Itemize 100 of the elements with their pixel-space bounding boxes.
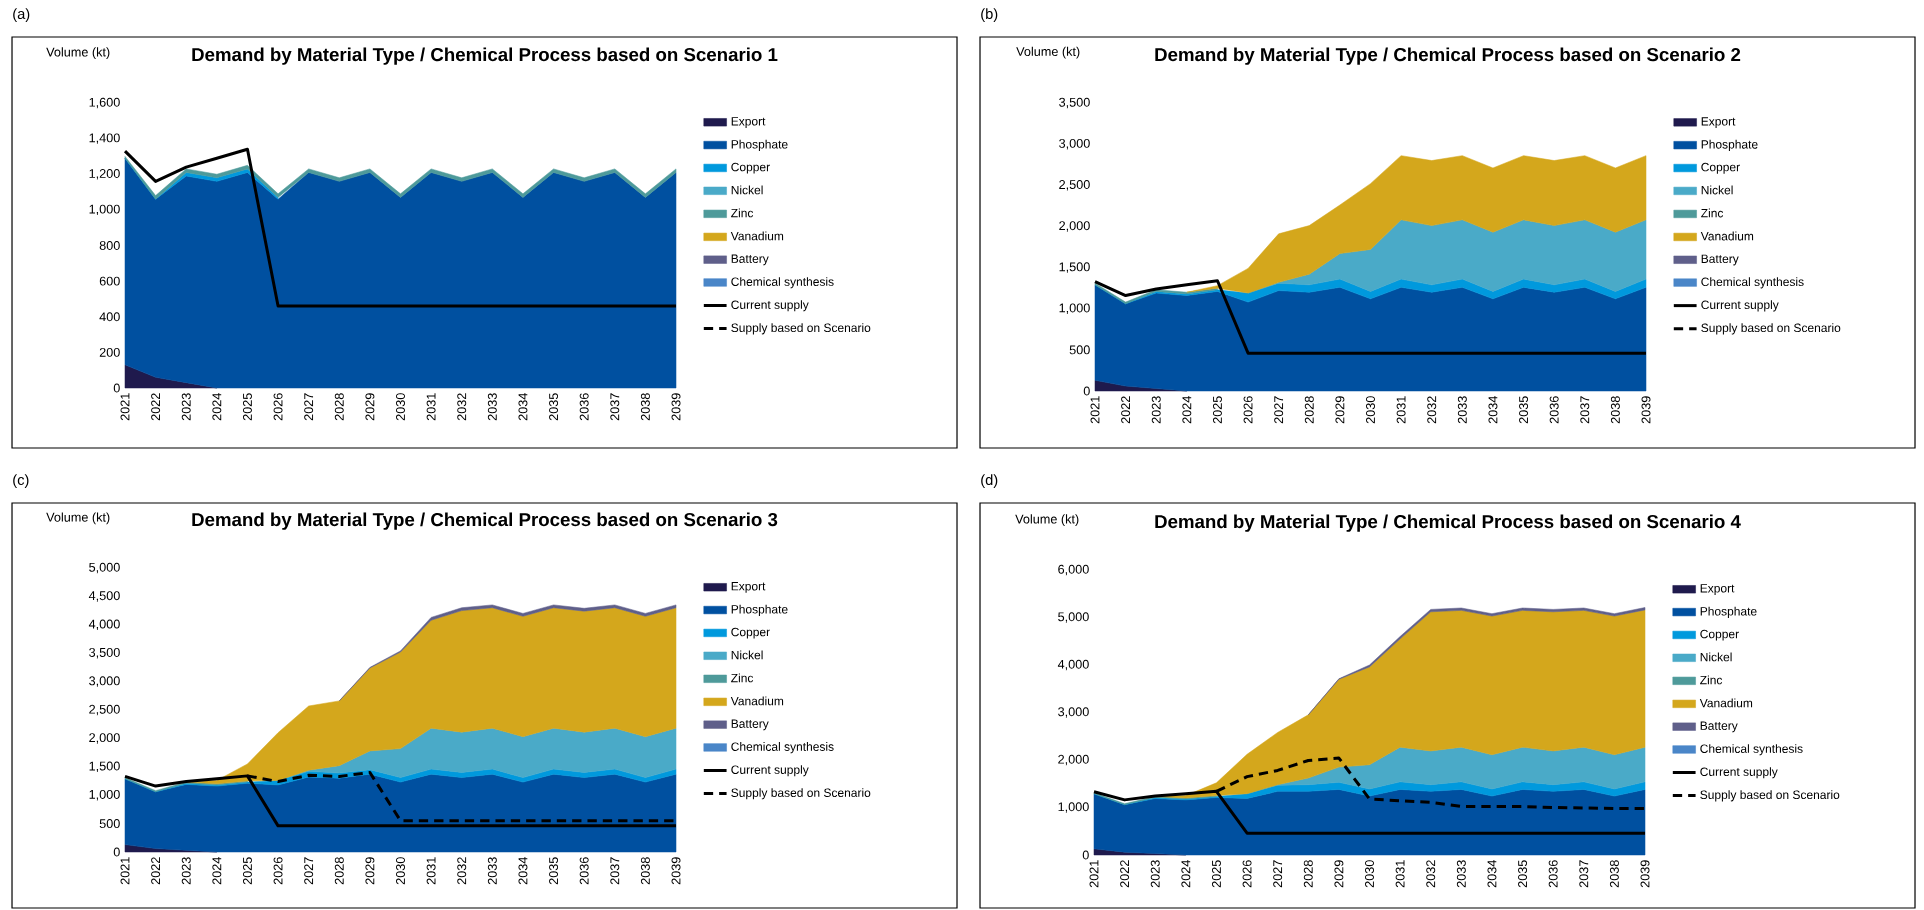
x-tick-label: 2022 [1121, 396, 1131, 424]
x-tick-label: 2037 [1580, 396, 1590, 424]
legend-label: Supply based on Scenario [1701, 323, 1841, 335]
x-tick-label: 2025 [1211, 860, 1221, 888]
chart-title: Demand by Material Type / Chemical Process based on Scenario 3 [192, 512, 778, 530]
legend-label: Zinc [1700, 675, 1723, 685]
x-tick-label: 2030 [1366, 396, 1375, 424]
legend-label: Battery [1700, 721, 1738, 733]
legend-label: Zinc [731, 208, 754, 218]
x-tick-label: 2029 [1335, 396, 1345, 424]
legend-label: Copper [731, 627, 770, 639]
x-tick-label: 2033 [487, 857, 497, 885]
y-tick-label: 2,500 [1059, 180, 1090, 191]
y-axis-title: Volume (kt) [1016, 46, 1080, 59]
y-tick-label: 200 [99, 347, 120, 357]
x-tick-label: 2022 [151, 857, 161, 885]
chart-title: Demand by Material Type / Chemical Process based on Scenario 4 [1155, 514, 1741, 532]
x-tick-label: 2039 [671, 857, 681, 885]
legend-label: Vanadium [1699, 698, 1753, 708]
x-tick-label: 2025 [242, 857, 252, 885]
x-tick-label: 2029 [365, 857, 375, 885]
legend-label: Copper [1701, 162, 1740, 174]
x-tick-label: 2024 [212, 857, 222, 885]
y-tick-label: 2,500 [89, 704, 120, 716]
y-tick-label: 3,000 [1059, 138, 1090, 150]
x-tick-label: 2023 [181, 857, 191, 885]
legend-label: Nickel [1700, 652, 1732, 662]
x-tick-label: 2035 [1518, 860, 1528, 888]
x-tick-label: 2026 [1243, 396, 1253, 424]
x-tick-label: 2037 [610, 393, 620, 421]
x-tick-label: 2027 [304, 393, 314, 421]
y-tick-label: 2,000 [89, 733, 120, 744]
legend-label: Nickel [731, 185, 763, 195]
legend-label: Export [1701, 117, 1736, 128]
x-tick-label: 2026 [273, 857, 283, 885]
y-tick-label: 3,500 [1059, 97, 1090, 109]
x-tick-label: 2021 [120, 857, 130, 885]
legend-label: Export [731, 582, 766, 593]
legend-label: Export [1700, 584, 1735, 595]
legend-label: Chemical synthesis [1700, 744, 1803, 756]
x-tick-label: 2023 [1151, 396, 1161, 424]
legend-label: Chemical synthesis [1701, 277, 1804, 289]
y-tick-label: 0 [113, 383, 120, 393]
legend-label: Nickel [1701, 185, 1733, 195]
y-tick-label: 4,000 [88, 619, 120, 631]
x-tick-label: 2032 [1427, 396, 1437, 424]
legend-label: Export [731, 117, 766, 128]
legend-label: Phosphate [731, 139, 788, 151]
legend-label: Current supply [1701, 300, 1779, 312]
x-tick-label: 2033 [1456, 860, 1466, 888]
x-tick-label: 2027 [1274, 396, 1284, 424]
x-tick-label: 2034 [518, 393, 528, 421]
legend-label: Supply based on Scenario [731, 323, 871, 335]
y-tick-label: 0 [1082, 850, 1089, 860]
y-tick-label: 1,000 [1059, 303, 1090, 314]
legend-label: Phosphate [1700, 606, 1757, 618]
x-tick-label: 2031 [1396, 396, 1406, 424]
x-tick-label: 2039 [1640, 860, 1650, 888]
y-tick-label: 3,500 [89, 647, 120, 659]
y-tick-label: 1,000 [1058, 802, 1089, 813]
y-tick-label: 1,600 [89, 97, 120, 109]
legend-label: Copper [1700, 629, 1739, 641]
y-axis-title: Volume (kt) [46, 512, 110, 525]
x-tick-label: 2028 [334, 857, 344, 885]
legend-label: Battery [731, 254, 769, 266]
x-tick-label: 2039 [671, 393, 681, 421]
x-tick-label: 2031 [426, 393, 436, 421]
x-tick-label: 2029 [1334, 860, 1344, 888]
x-tick-label: 2035 [549, 857, 559, 885]
legend-label: Current supply [1700, 767, 1778, 779]
x-tick-label: 2030 [396, 857, 405, 885]
y-tick-label: 3,000 [89, 676, 120, 687]
x-tick-label: 2026 [1242, 860, 1252, 888]
x-tick-label: 2030 [1365, 860, 1374, 888]
x-tick-label: 2031 [426, 857, 436, 885]
x-tick-label: 2025 [242, 393, 252, 421]
x-tick-label: 2022 [1120, 860, 1130, 888]
y-tick-label: 500 [99, 819, 120, 829]
x-tick-label: 2034 [1487, 860, 1497, 888]
x-tick-label: 2038 [640, 393, 650, 421]
x-tick-label: 2036 [579, 393, 589, 421]
x-tick-label: 2028 [334, 393, 344, 421]
text: (c) [13, 474, 29, 488]
x-tick-label: 2036 [1548, 860, 1558, 888]
y-tick-label: 5,000 [89, 562, 120, 574]
legend-label: Supply based on Scenario [1700, 790, 1840, 802]
legend-label: Current supply [731, 300, 809, 312]
legend-label: Chemical synthesis [731, 742, 834, 754]
y-tick-label: 1,500 [89, 761, 120, 773]
y-tick-label: 6,000 [1058, 564, 1089, 576]
legend-label: Current supply [731, 765, 809, 777]
x-tick-label: 2039 [1641, 396, 1651, 424]
y-tick-label: 4,000 [1057, 659, 1089, 671]
legend-label: Vanadium [1700, 231, 1754, 241]
y-tick-label: 0 [113, 847, 120, 857]
y-tick-label: 5,000 [1058, 612, 1089, 623]
x-tick-label: 2037 [1579, 860, 1589, 888]
x-tick-label: 2029 [365, 393, 375, 421]
x-tick-label: 2031 [1395, 860, 1405, 888]
chart-title: Demand by Material Type / Chemical Process based on Scenario 2 [1155, 47, 1741, 65]
